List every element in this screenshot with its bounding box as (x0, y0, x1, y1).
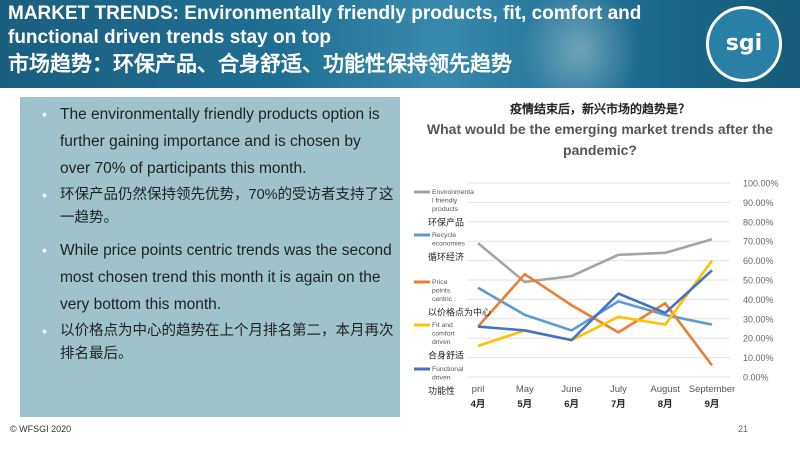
y-tick-label: 100.00% (743, 179, 779, 189)
y-tick-label: 70.00% (743, 237, 774, 247)
bullet-text: While price points centric trends was th… (60, 242, 392, 313)
y-tick-label: 10.00% (743, 353, 774, 363)
summary-panel: • The environmentally friendly products o… (20, 97, 400, 417)
bullet-dot-icon: • (42, 242, 47, 258)
chart-title: 疫情结束后，新兴市场的趋势是？ What would be the emergi… (410, 100, 790, 161)
bullet-item: • 以价格点为中心的趋势在上个月排名第二，本月再次排名最后。 (42, 320, 394, 366)
x-tick-label-cn: 5月 (517, 399, 532, 410)
series-line (477, 286, 713, 332)
legend-label: driven (432, 339, 451, 346)
x-tick-label-cn: 4月 (471, 399, 486, 410)
logo-text: sgi (725, 31, 763, 56)
legend-label: Fit and (432, 322, 453, 329)
y-tick-label: 0.00% (743, 373, 769, 383)
chart-title-en: What would be the emerging market trends… (426, 121, 774, 158)
x-tick-label: July (610, 384, 627, 395)
bullet-dot-icon: • (42, 323, 47, 339)
bullet-item: • While price points centric trends was t… (42, 237, 394, 318)
legend-label-cn: 以价格点为中心 (428, 307, 491, 318)
legend-label: driven (432, 375, 451, 382)
x-tick-label-cn: 9月 (705, 399, 720, 410)
series-line (477, 238, 713, 284)
bullet-dot-icon: • (42, 106, 47, 122)
legend-label: l friendly (432, 198, 458, 205)
legend-label: points (432, 288, 451, 295)
bullet-text: 以价格点为中心的趋势在上个月排名第二，本月再次排名最后。 (60, 323, 394, 362)
wfsgi-logo: sgi (706, 6, 782, 82)
legend-label: centric (432, 296, 453, 303)
legend-label: Recycle (432, 232, 456, 239)
legend-label-cn: 环保产品 (428, 217, 464, 228)
header-decoration (520, 0, 640, 88)
header-banner: MARKET TRENDS: Environmentally friendly … (0, 0, 800, 88)
legend-label-cn: 循环经济 (428, 251, 464, 262)
bullet-dot-icon: • (42, 187, 47, 203)
legend-label: products (432, 206, 459, 213)
copyright: © WFSGI 2020 (10, 424, 72, 434)
x-tick-label: pril (472, 384, 485, 395)
legend-label: economies (432, 241, 465, 248)
x-tick-label-cn: 8月 (658, 399, 673, 410)
x-tick-label-cn: 7月 (611, 399, 626, 410)
x-tick-label: June (561, 384, 582, 395)
x-tick-label: May (516, 384, 534, 395)
legend-label-cn: 功能性 (428, 385, 455, 396)
series-line (477, 272, 714, 367)
y-tick-label: 50.00% (743, 276, 774, 286)
bullet-text: 环保产品仍然保持领先优势，70%的受访者支持了这一趋势。 (60, 187, 394, 226)
legend-label: Functional (432, 366, 464, 373)
y-tick-label: 40.00% (743, 295, 774, 305)
x-tick-label: August (650, 384, 680, 395)
y-tick-label: 90.00% (743, 198, 774, 208)
series-line (477, 269, 713, 342)
y-tick-label: 60.00% (743, 256, 774, 266)
y-tick-label: 30.00% (743, 314, 774, 324)
page-title-en: MARKET TRENDS: Environmentally friendly … (8, 3, 642, 48)
bullet-item: • The environmentally friendly products o… (42, 101, 394, 182)
y-tick-label: 80.00% (743, 217, 774, 227)
legend-label: comfort (432, 331, 455, 338)
series-line (477, 259, 714, 348)
x-tick-label-cn: 6月 (564, 399, 579, 410)
legend-label-cn: 合身舒适 (428, 350, 464, 361)
page-title-cn: 市场趋势：环保产品、合身舒适、功能性保持领先趋势 (8, 53, 512, 76)
bullet-item: • 环保产品仍然保持领先优势，70%的受访者支持了这一趋势。 (42, 184, 394, 230)
y-tick-label: 20.00% (743, 334, 774, 344)
legend-label: Environmenta (432, 189, 474, 196)
bullet-text: The environmentally friendly products op… (60, 106, 380, 177)
page-number: 21 (738, 424, 749, 434)
x-tick-label: September (689, 384, 735, 395)
legend-label: Price (432, 279, 448, 286)
bullet-list: • The environmentally friendly products o… (42, 101, 394, 366)
chart-title-cn: 疫情结束后，新兴市场的趋势是？ (509, 102, 690, 116)
